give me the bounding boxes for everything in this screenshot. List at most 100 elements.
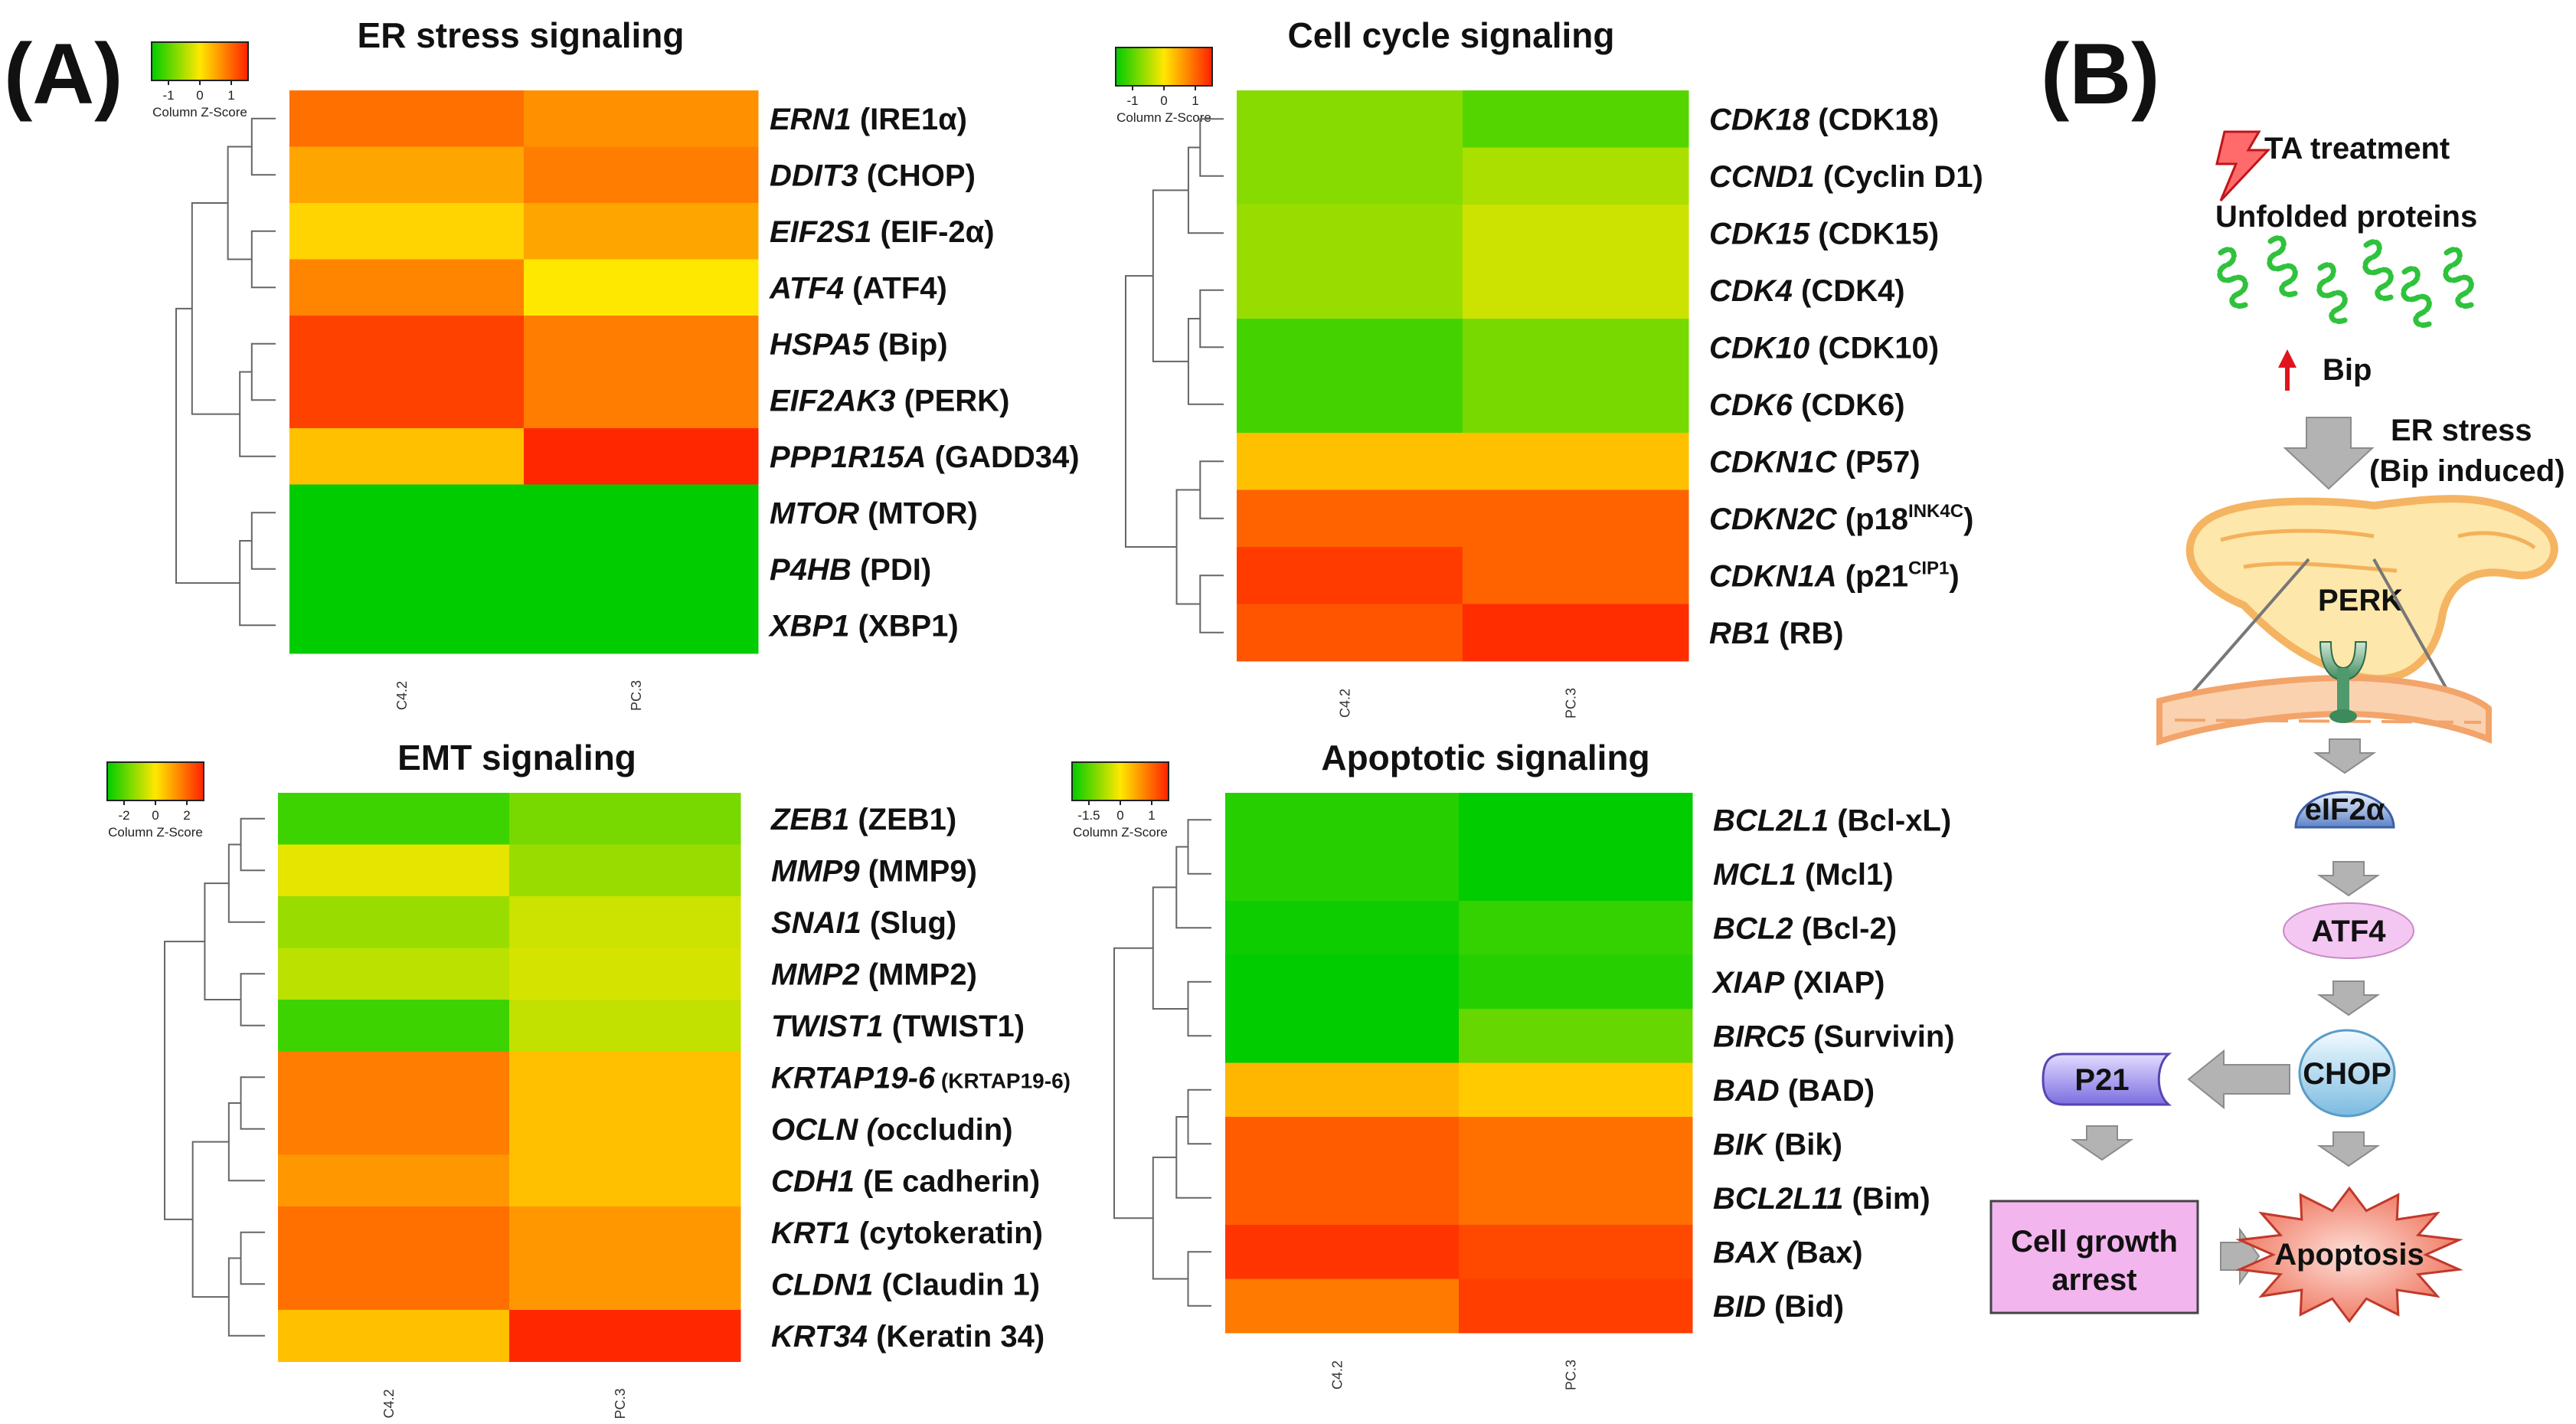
protein-name: (Mcl1) <box>1796 858 1894 892</box>
arrest-text-line2: arrest <box>2051 1263 2136 1297</box>
gene-name: P4HB <box>770 553 852 587</box>
row-label: P4HB (PDI) <box>770 553 931 587</box>
row-label: CDK6 (CDK6) <box>1709 388 1905 422</box>
gene-name: BCL2L1 <box>1713 804 1829 837</box>
protein-name: (IRE1α) <box>852 103 967 136</box>
protein-name: (Keratin 34) <box>868 1320 1044 1354</box>
color-key-tick-label: -1 <box>162 88 174 103</box>
unfolded-protein-icon <box>2217 247 2248 309</box>
unfolded-protein-icon <box>2267 235 2298 297</box>
perk-receptor-icon <box>2319 641 2368 723</box>
protein-name: (Bim) <box>1843 1182 1930 1216</box>
row-label: CDK4 (CDK4) <box>1709 274 1905 308</box>
gene-name: BIRC5 <box>1713 1020 1806 1053</box>
color-key-caption: Column Z-Score <box>1116 110 1211 125</box>
protein-name: (Survivin) <box>1805 1020 1955 1053</box>
protein-superscript: INK4C <box>1908 501 1963 522</box>
panel-label-b: (B) <box>2041 26 2159 122</box>
row-label: KRT34 (Keratin 34) <box>771 1320 1044 1354</box>
gene-name: CDK15 <box>1709 217 1810 250</box>
column-label: PC.3 <box>629 680 644 711</box>
heatmap-cell <box>278 1310 510 1362</box>
heatmap-cell <box>509 1310 741 1362</box>
heatmap-cell <box>1459 793 1693 847</box>
down-arrow <box>2316 861 2381 897</box>
p21-node <box>2042 1052 2172 1106</box>
heatmap-cell <box>1225 1225 1460 1279</box>
row-label: ZEB1 (ZEB1) <box>770 803 956 836</box>
gene-name: CDKN2C <box>1709 502 1838 536</box>
heatmap-cell <box>1237 375 1463 434</box>
heatmap-cell <box>524 316 759 372</box>
membrane-band <box>2156 674 2492 746</box>
heatmap-cell <box>509 1051 741 1104</box>
row-label: BID (Bid) <box>1713 1290 1844 1324</box>
heatmap-group: ER stress signaling -1 0 1 Column Z-Score ERN… <box>106 15 1983 1419</box>
heatmap-cell <box>524 203 759 260</box>
heatmap-cell <box>278 793 510 845</box>
left-arrow <box>2187 1049 2290 1110</box>
chop-text: CHOP <box>2303 1057 2391 1091</box>
heatmap-title: Apoptotic signaling <box>1321 738 1649 777</box>
gene-name: PPP1R15A <box>770 440 927 474</box>
down-arrow <box>2070 1125 2134 1161</box>
color-key-tick-label: 1 <box>1148 808 1155 823</box>
gene-name: BID <box>1713 1290 1766 1324</box>
bip-induced-text: (Bip induced) <box>2369 454 2565 488</box>
apoptosis-text: Apoptosis <box>2274 1238 2424 1272</box>
heatmap-cell <box>524 146 759 204</box>
gene-name: CDK4 <box>1709 274 1793 308</box>
protein-name: (GADD34) <box>927 440 1080 474</box>
unfolded-protein-icons <box>2217 235 2474 328</box>
protein-name: (cytokeratin) <box>851 1216 1043 1250</box>
heatmap-cell <box>289 203 525 260</box>
column-label: PC.3 <box>613 1388 628 1419</box>
heatmap-cell <box>1237 604 1463 662</box>
row-label: BIK (Bik) <box>1713 1128 1842 1161</box>
heatmap-cell <box>524 597 759 654</box>
row-label: MMP9 (MMP9) <box>771 854 977 888</box>
heatmap-cell <box>289 90 525 147</box>
column-label: C4.2 <box>1330 1360 1345 1390</box>
heatmap-cell <box>509 1258 741 1311</box>
arrest-text-line1: Cell growth <box>2011 1225 2178 1259</box>
row-label: EIF2S1 (EIF-2α) <box>770 215 995 249</box>
heatmap-cell <box>1463 90 1689 148</box>
heatmap-title: ER stress signaling <box>358 15 685 55</box>
chop-node <box>2298 1029 2396 1118</box>
heatmap-cell <box>1225 1170 1460 1226</box>
heatmap-cell <box>1225 846 1460 902</box>
gene-name: ZEB1 <box>770 803 849 836</box>
protein-name: (PDI) <box>852 553 931 587</box>
heatmap-cell <box>289 259 525 316</box>
gene-name: CLDN1 <box>771 1268 873 1301</box>
heatmap-1: ER stress signaling -1 0 1 Column Z-Score ERN… <box>151 15 1080 711</box>
row-label: ERN1 (IRE1α) <box>770 103 967 136</box>
pathway-arrows <box>2070 738 2381 1286</box>
row-label: CDK18 (CDK18) <box>1709 103 1939 136</box>
row-label: CDKN1C (P57) <box>1709 445 1921 479</box>
heatmap-cell <box>278 1000 510 1052</box>
color-key-tick-label: 0 <box>1116 808 1123 823</box>
heatmap-cell <box>1463 604 1689 662</box>
heatmap-cell <box>278 1206 510 1259</box>
heatmap-cell <box>1225 793 1460 847</box>
heatmap-4: Apoptotic signaling -1.5 0 1 Column Z-Score B… <box>1071 738 1955 1390</box>
heatmap-cell <box>1463 547 1689 604</box>
bip-text: Bip <box>2323 353 2372 387</box>
heatmap-cell <box>278 1051 510 1104</box>
heatmap-cell <box>524 484 759 542</box>
color-key-tick-label: -1 <box>1126 93 1138 108</box>
gene-name: BAX <box>1713 1236 1780 1269</box>
row-label: EIF2AK3 (PERK) <box>770 384 1009 417</box>
gene-name: EIF2S1 <box>770 215 871 249</box>
protein-name: (CDK4) <box>1793 274 1905 308</box>
protein-name: (Cyclin D1) <box>1815 160 1983 194</box>
heatmap-cell <box>1459 1062 1693 1118</box>
protein-name: (Slug) <box>861 906 956 940</box>
dendrogram <box>1113 819 1211 1307</box>
unfolded-proteins-text: Unfolded proteins <box>2215 200 2477 234</box>
gene-name: EIF2AK3 <box>770 384 896 417</box>
heatmap-cell <box>278 1258 510 1311</box>
heatmap-cell <box>278 1154 510 1207</box>
